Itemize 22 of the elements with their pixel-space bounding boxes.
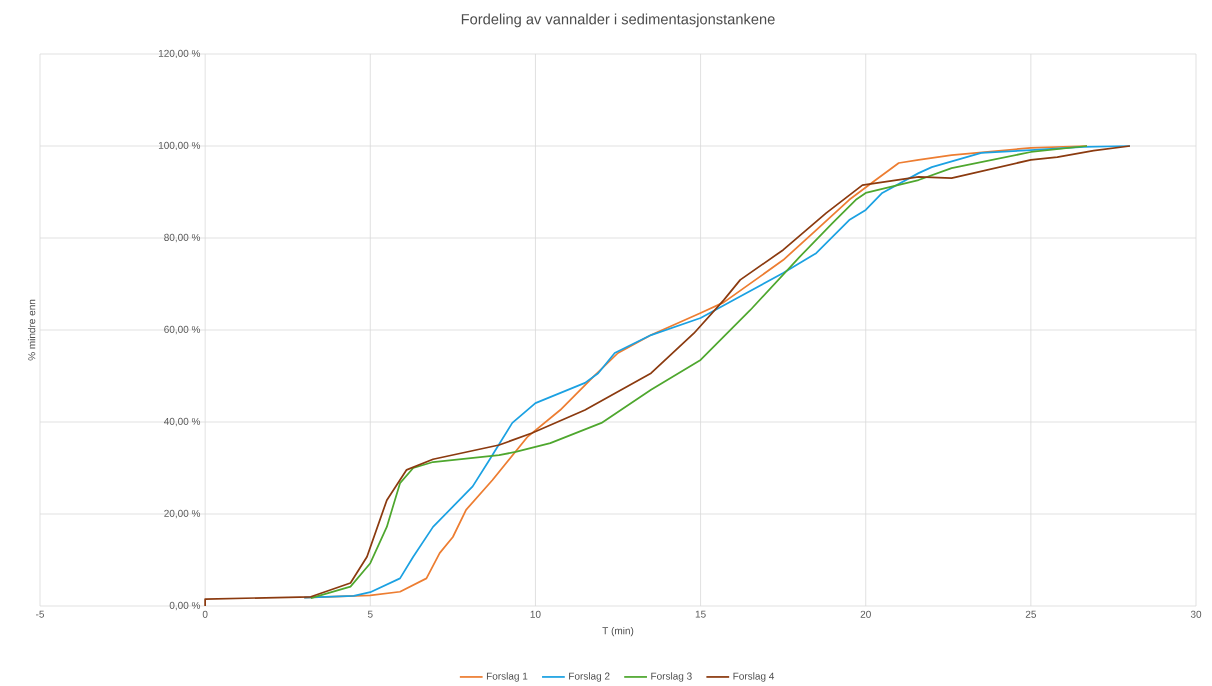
legend-label: Forslag 1: [486, 672, 528, 682]
y-tick-label: 60,00 %: [164, 325, 201, 335]
y-tick-label: 100,00 %: [158, 141, 201, 151]
x-tick-label: 10: [530, 610, 541, 618]
y-tick-label: 20,00 %: [164, 509, 201, 519]
chart-title: Fordeling av vannalder i sedimentasjonstankene: [461, 13, 775, 28]
y-tick-label: 120,00 %: [158, 49, 201, 59]
x-tick-label: 25: [1025, 610, 1037, 618]
x-axis-title: T (min): [602, 626, 634, 637]
y-axis-title: % mindre enn: [27, 299, 36, 361]
legend-label: Forslag 4: [733, 672, 775, 682]
x-tick-label: 5: [367, 610, 373, 618]
y-tick-label: 0,00 %: [169, 601, 201, 611]
legend-label: Forslag 2: [569, 672, 610, 682]
y-tick-label: 80,00 %: [164, 233, 201, 243]
x-tick-label: 30: [1190, 610, 1202, 618]
x-tick-label: 20: [860, 610, 871, 618]
x-tick-label: 15: [695, 610, 706, 618]
y-tick-label: 40,00 %: [163, 417, 201, 427]
x-tick-label: 0: [202, 610, 208, 618]
legend-label: Forslag 3: [651, 672, 692, 682]
x-tick-label: -5: [36, 610, 45, 618]
